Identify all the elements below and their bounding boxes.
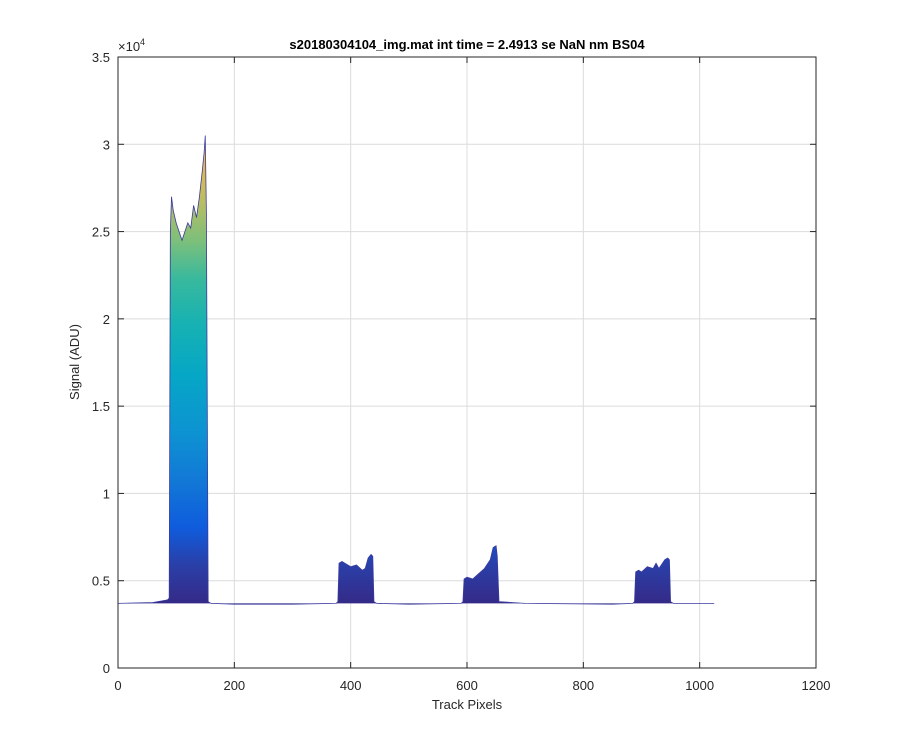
grid-lines — [118, 57, 816, 668]
y-tick-label: 3.5 — [92, 50, 110, 65]
x-tick-label: 1000 — [685, 678, 714, 693]
y-tick-label: 1.5 — [92, 399, 110, 414]
x-tick-label: 400 — [340, 678, 362, 693]
signal-series — [118, 135, 715, 605]
signal-area — [118, 135, 715, 605]
x-tick-label: 600 — [456, 678, 478, 693]
chart-title: s20180304104_img.mat int time = 2.4913 s… — [289, 37, 645, 52]
x-axis-ticks: 0 200 400 600 800 1000 1200 — [114, 57, 830, 693]
signal-line — [118, 135, 715, 605]
y-tick-label: 1 — [103, 486, 110, 501]
y-axis-exponent-power: 4 — [140, 37, 145, 47]
y-tick-label: 2 — [103, 312, 110, 327]
y-axis-ticks: 0 0.5 1 1.5 2 2.5 3 3.5 — [92, 50, 816, 676]
x-tick-label: 800 — [572, 678, 594, 693]
y-tick-label: 3 — [103, 137, 110, 152]
y-tick-label: 0 — [103, 661, 110, 676]
y-tick-label: 2.5 — [92, 225, 110, 240]
y-tick-label: 0.5 — [92, 574, 110, 589]
y-axis-label: Signal (ADU) — [67, 324, 82, 400]
x-tick-label: 0 — [114, 678, 121, 693]
x-tick-label: 200 — [223, 678, 245, 693]
x-tick-label: 1200 — [802, 678, 831, 693]
y-axis-exponent-base: ×10 — [118, 39, 140, 54]
x-axis-label: Track Pixels — [432, 697, 503, 712]
